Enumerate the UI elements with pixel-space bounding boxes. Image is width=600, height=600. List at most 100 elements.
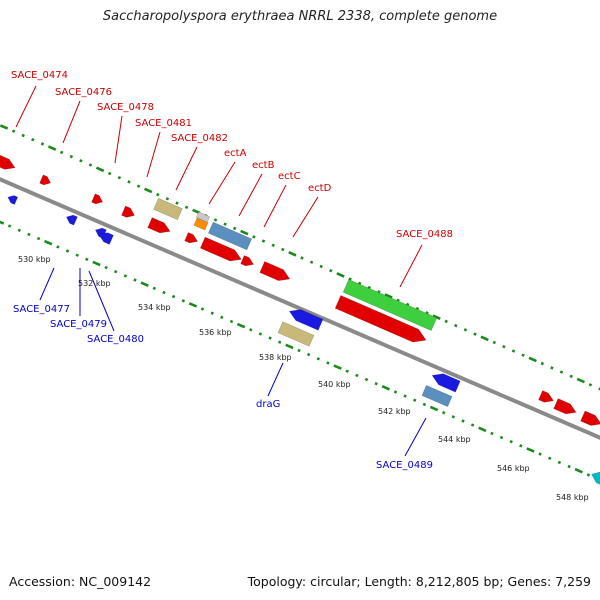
gene-label: ectD bbox=[308, 183, 332, 194]
track-dot bbox=[490, 431, 494, 436]
track-dash bbox=[333, 364, 342, 370]
gene-arrow bbox=[288, 309, 324, 331]
leader-line bbox=[292, 196, 319, 238]
leader-line bbox=[404, 417, 427, 457]
track-dot bbox=[165, 197, 170, 201]
gene-label: SACE_0489 bbox=[376, 460, 433, 471]
gene-label: ectC bbox=[278, 171, 301, 182]
track-dot bbox=[117, 175, 122, 180]
track-dot bbox=[171, 294, 176, 299]
track-dash bbox=[47, 145, 57, 151]
track-dot bbox=[519, 444, 523, 448]
outer-dot-track bbox=[0, 124, 600, 391]
tick-label: 544 kbp bbox=[438, 435, 471, 444]
gene-box bbox=[277, 321, 315, 347]
track-dot bbox=[220, 315, 224, 320]
leader-line bbox=[267, 362, 284, 397]
track-dot bbox=[492, 340, 497, 345]
tick-label: 536 kbp bbox=[199, 328, 232, 337]
map-title: Saccharopolyspora erythraea NRRL 2338, c… bbox=[102, 9, 498, 24]
gene-arrow bbox=[91, 193, 104, 205]
tick-label: 542 kbp bbox=[378, 407, 411, 416]
leader-line bbox=[88, 270, 115, 332]
track-dash bbox=[0, 219, 5, 225]
track-dash bbox=[478, 426, 487, 433]
track-dot bbox=[268, 336, 272, 340]
track-dot bbox=[557, 460, 562, 465]
track-dot bbox=[454, 323, 458, 328]
tick-label: 532 kbp bbox=[78, 279, 111, 288]
track-dash bbox=[336, 272, 345, 278]
track-dot bbox=[88, 163, 93, 167]
gene-label: draG bbox=[256, 399, 280, 410]
track-dot bbox=[152, 286, 157, 291]
gene-labels: SACE_0474 SACE_0476 SACE_0478 SACE_0481 SACE… bbox=[11, 70, 453, 471]
gene-box bbox=[153, 197, 183, 221]
gene-label: SACE_0488 bbox=[396, 229, 453, 240]
track-dot bbox=[374, 381, 378, 386]
track-dot bbox=[309, 260, 314, 264]
track-dot bbox=[75, 253, 79, 257]
track-dot bbox=[79, 159, 83, 163]
track-dot bbox=[36, 236, 41, 241]
gene-label: SACE_0479 bbox=[50, 319, 107, 330]
track-dot bbox=[567, 464, 571, 469]
gene-label: SACE_0477 bbox=[13, 304, 70, 315]
backbone-line bbox=[0, 177, 600, 440]
track-dot bbox=[133, 278, 137, 282]
inner-dot-track bbox=[0, 219, 600, 481]
track-dot bbox=[213, 218, 218, 222]
gene-arrow bbox=[65, 214, 78, 226]
track-dash bbox=[432, 314, 441, 320]
track-dot bbox=[136, 184, 141, 188]
track-dot bbox=[184, 205, 189, 210]
gene-box bbox=[207, 221, 253, 251]
gene-arrow bbox=[0, 152, 16, 170]
gene-arrow bbox=[334, 295, 427, 343]
gene-arrow bbox=[553, 398, 577, 415]
track-dot bbox=[586, 473, 591, 477]
gene-arrow bbox=[7, 195, 19, 205]
track-dot bbox=[223, 222, 227, 226]
leader-line bbox=[62, 100, 81, 144]
track-dot bbox=[316, 357, 321, 361]
track-dash bbox=[0, 124, 9, 130]
tick-label: 540 kbp bbox=[318, 380, 351, 389]
track-dash bbox=[44, 239, 53, 246]
track-dot bbox=[232, 226, 237, 231]
track-dot bbox=[113, 269, 118, 274]
dot-tracks bbox=[0, 124, 600, 481]
track-dot bbox=[21, 133, 25, 138]
tick-label: 534 kbp bbox=[138, 303, 171, 312]
track-dash bbox=[480, 335, 489, 342]
track-dot bbox=[85, 257, 89, 262]
track-dot bbox=[569, 374, 573, 379]
gene-box bbox=[193, 217, 209, 231]
gene-box bbox=[342, 279, 438, 331]
feature-track bbox=[0, 152, 600, 486]
gene-arrow bbox=[591, 471, 600, 486]
tick-label: 548 kbp bbox=[556, 493, 589, 502]
track-dot bbox=[249, 328, 253, 332]
track-dot bbox=[470, 423, 475, 427]
track-dot bbox=[329, 268, 333, 273]
track-dot bbox=[444, 319, 448, 324]
track-dash bbox=[236, 322, 246, 329]
gene-arrow bbox=[147, 217, 171, 234]
gene-label: SACE_0476 bbox=[55, 87, 112, 98]
track-dot bbox=[511, 349, 516, 353]
gene-label: SACE_0480 bbox=[87, 334, 144, 345]
track-dot bbox=[355, 373, 359, 378]
gene-arrow bbox=[121, 205, 135, 218]
track-dot bbox=[281, 247, 285, 252]
backbone bbox=[0, 177, 600, 440]
track-dot bbox=[107, 171, 112, 176]
track-dash bbox=[429, 405, 439, 412]
track-dot bbox=[65, 249, 70, 253]
tick-label: 538 kbp bbox=[259, 353, 292, 362]
leader-line bbox=[39, 267, 55, 301]
track-dot bbox=[441, 410, 446, 415]
leader-line bbox=[15, 85, 37, 128]
gene-arrow bbox=[431, 373, 461, 393]
